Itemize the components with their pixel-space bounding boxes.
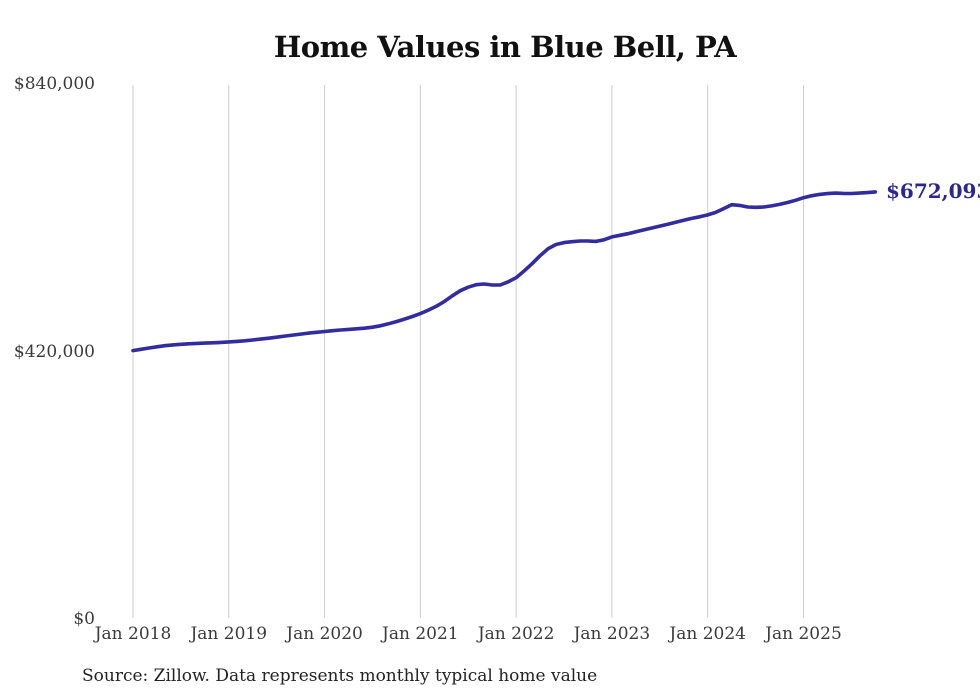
y-tick-label: $420,000 xyxy=(13,341,95,362)
y-tick-label: $840,000 xyxy=(13,74,95,94)
home-value-line xyxy=(131,190,878,353)
x-tick-label: Jan 2020 xyxy=(286,624,363,644)
x-tick-label: Jan 2025 xyxy=(765,624,842,644)
x-tick-label: Jan 2019 xyxy=(190,624,268,644)
x-tick-label: Jan 2021 xyxy=(382,624,459,644)
y-tick-label: $0 xyxy=(73,609,95,629)
x-tick-label: Jan 2024 xyxy=(669,624,746,644)
x-tick-label: Jan 2022 xyxy=(477,624,555,644)
x-tick-label: Jan 2023 xyxy=(573,624,651,644)
x-tick-label: Jan 2018 xyxy=(94,624,172,644)
current-value-label: $672,093 xyxy=(886,178,980,203)
source-note: Source: Zillow. Data represents monthly … xyxy=(82,666,598,686)
chart-title: Home Values in Blue Bell, PA xyxy=(273,30,737,64)
